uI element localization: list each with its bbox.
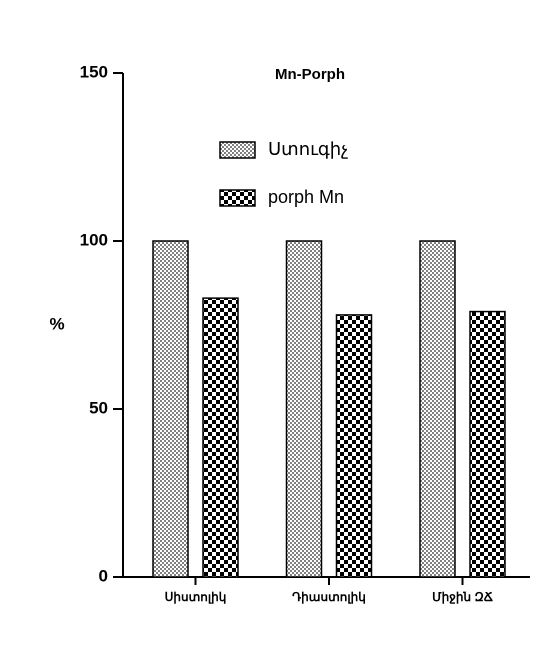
chart-title: Mn-Porph <box>275 66 345 83</box>
y-tick-label: 150 <box>80 62 108 81</box>
legend-label: Ստուգիչ <box>268 139 348 159</box>
y-tick-label: 0 <box>99 566 108 585</box>
y-axis-label: % <box>49 314 64 333</box>
y-tick-label: 50 <box>89 398 108 417</box>
legend-swatch <box>219 141 256 159</box>
bar <box>285 240 323 578</box>
bar <box>419 240 456 578</box>
x-tick-label: Սիստոլիկ <box>165 590 227 604</box>
bar <box>202 297 239 578</box>
bar <box>469 310 506 578</box>
bar <box>335 314 373 578</box>
bar <box>152 240 189 578</box>
y-tick-label: 100 <box>80 230 108 249</box>
x-tick-label: Միջին ԶՃ <box>432 590 493 604</box>
legend-label: porph Mn <box>268 187 344 207</box>
x-tick-label: Դիաստոլիկ <box>292 590 366 604</box>
legend-swatch <box>219 189 256 207</box>
